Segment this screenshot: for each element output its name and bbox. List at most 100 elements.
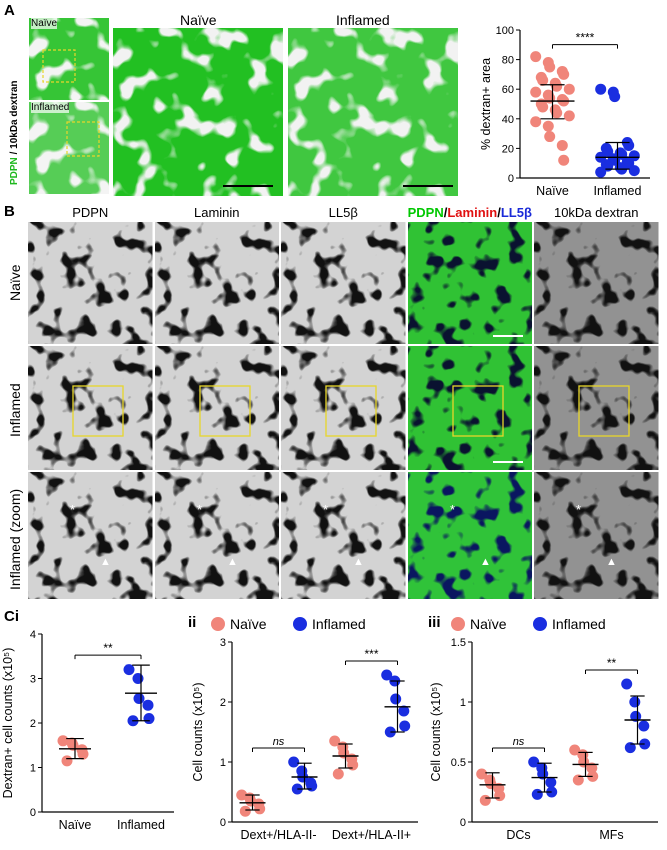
thumb-top-label: Naïve — [31, 18, 58, 29]
merge-label-part: LL5β — [500, 205, 532, 220]
data-point — [528, 756, 540, 768]
legend-marker — [293, 617, 307, 631]
y-axis-label: % dextran+ area — [479, 58, 493, 150]
y-axis-label: Dextran+ cell counts (x10⁵) — [1, 648, 15, 799]
data-point — [530, 86, 542, 98]
micrograph-tile: * ▲ — [534, 472, 659, 599]
data-point — [476, 768, 488, 780]
data-point — [572, 774, 584, 786]
data-point — [639, 738, 651, 750]
merge-label-part: Laminin — [447, 205, 498, 220]
data-point — [399, 720, 411, 732]
micrograph-tile: * ▲ — [281, 472, 406, 599]
data-point — [542, 120, 554, 132]
micrograph-tile — [534, 222, 659, 344]
asterisk-marker: * — [197, 502, 202, 517]
data-point — [595, 83, 607, 95]
legend-marker — [533, 617, 547, 631]
y-tick-label: 2 — [220, 697, 226, 709]
data-point — [569, 744, 581, 756]
data-point — [558, 68, 570, 80]
micrograph-tile — [28, 346, 153, 470]
micrograph-tile — [407, 222, 532, 344]
data-point — [133, 693, 145, 705]
x-tick-label: Inflamed — [594, 184, 642, 198]
row-label: Naïve — [7, 264, 23, 301]
thumbnail-inflamed: Inflamed — [29, 102, 109, 194]
micrograph-tile — [154, 346, 279, 470]
image-naive-title: Naïve — [180, 12, 217, 28]
significance-label: **** — [576, 31, 595, 45]
micrograph-tile — [534, 346, 659, 470]
data-point — [530, 116, 542, 128]
x-tick-label: MFs — [599, 828, 623, 842]
thumbnail-naive: Naïve — [29, 18, 109, 100]
column-header: PDPN/Laminin/LL5β — [408, 205, 533, 220]
micrograph-tile — [281, 346, 406, 470]
data-point — [332, 768, 344, 780]
y-tick-label: 2 — [30, 718, 36, 730]
data-point — [638, 720, 650, 732]
data-point — [306, 780, 318, 792]
data-point — [531, 788, 543, 800]
panel-letter-ci: Ci — [4, 608, 19, 625]
data-point — [556, 139, 568, 151]
y-tick-label: 60 — [502, 84, 514, 96]
asterisk-marker: * — [323, 502, 328, 517]
legend-label: Inflamed — [552, 616, 606, 632]
zoom-box — [451, 385, 504, 437]
significance-label: ** — [607, 656, 617, 670]
zoom-box — [66, 121, 100, 157]
legend-marker — [211, 617, 225, 631]
chart-a: 0 20 40 60 80 100 % dextran+ area Naïve Inflamed… — [479, 25, 650, 198]
row-label: Inflamed (zoom) — [7, 488, 23, 590]
data-point — [558, 154, 570, 166]
y-tick-label: 1 — [220, 757, 226, 769]
data-point — [563, 110, 575, 122]
legend-marker — [451, 617, 465, 631]
y-axis-label: Cell counts (x10⁵) — [191, 683, 205, 782]
data-point — [291, 783, 303, 795]
column-header: Laminin — [193, 205, 240, 220]
triangle-marker: ▲ — [606, 556, 617, 568]
panel-letter-ii: ii — [188, 614, 197, 631]
merge-label-part: / — [497, 205, 501, 220]
triangle-marker: ▲ — [353, 556, 364, 568]
chart-ci: 0 1 2 3 4 Dextran+ cell counts (x10⁵) Naïve Inf… — [1, 629, 174, 832]
data-point — [123, 664, 135, 676]
y-tick-label: 1 — [30, 763, 36, 775]
data-point — [329, 735, 341, 747]
legend-label: Naïve — [230, 616, 267, 632]
data-point — [544, 131, 556, 143]
data-point — [545, 776, 557, 788]
panel-letter-a: A — [4, 2, 15, 19]
zoom-box — [325, 385, 377, 437]
triangle-marker: ▲ — [100, 556, 111, 568]
y-tick-label: 0 — [460, 817, 466, 829]
y-tick-label: 40 — [502, 114, 514, 126]
significance-label: *** — [364, 647, 378, 661]
x-tick-label: Inflamed — [117, 818, 165, 832]
data-point — [587, 770, 599, 782]
data-point — [551, 80, 563, 92]
data-point — [143, 713, 155, 725]
data-point — [530, 51, 542, 63]
data-point — [586, 762, 598, 774]
x-tick-label: Dext+/HLA-II- — [240, 828, 316, 842]
data-point — [142, 699, 154, 711]
zoom-box — [578, 385, 630, 437]
data-point — [551, 107, 563, 119]
image-inflamed-title: Inflamed — [336, 12, 390, 28]
asterisk-marker: * — [450, 502, 455, 517]
data-point — [398, 705, 410, 717]
data-point — [384, 726, 396, 738]
y-tick-label: 0 — [220, 817, 226, 829]
significance-label: ns — [513, 736, 525, 748]
y-axis-label: Cell counts (x10⁵) — [429, 683, 443, 782]
y-tick-label: 80 — [502, 55, 514, 67]
data-point — [61, 755, 73, 767]
y-tick-label: 0.5 — [451, 757, 466, 769]
data-point — [537, 101, 549, 113]
micrograph-tile — [407, 346, 532, 470]
data-point — [624, 742, 636, 754]
